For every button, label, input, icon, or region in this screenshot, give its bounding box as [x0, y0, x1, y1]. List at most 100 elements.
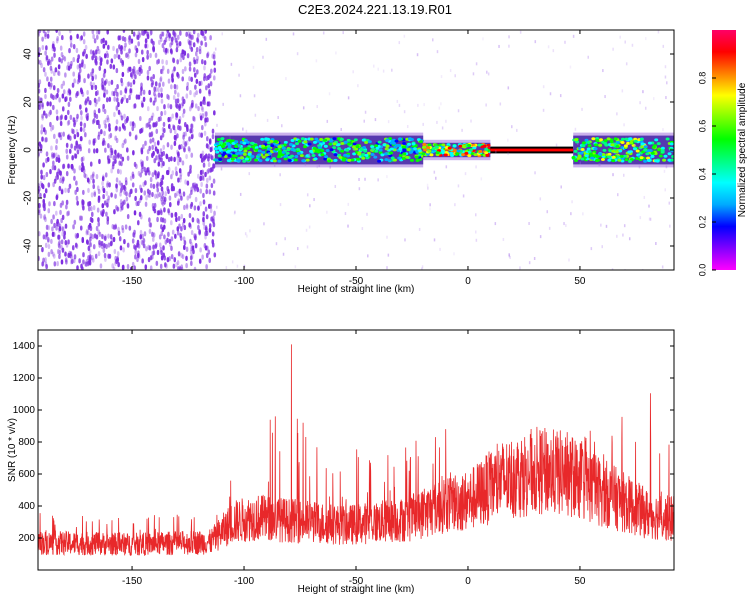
- spectrogram-cell: [159, 135, 163, 141]
- spectrogram-cell: [475, 238, 478, 242]
- spectrogram-cell: [165, 154, 169, 160]
- spectrogram-cell: [168, 202, 172, 208]
- spectrogram-cell: [402, 145, 407, 149]
- spectrogram-cell: [362, 146, 367, 150]
- spectrogram-cell: [631, 43, 634, 47]
- spectrogram-cell: [149, 183, 153, 189]
- spectrogram-cell: [421, 265, 424, 269]
- spectrogram-cell: [187, 146, 191, 152]
- spectrogram-cell: [140, 239, 144, 245]
- spectrogram-cell: [606, 137, 611, 141]
- spectrogram-cell: [665, 96, 667, 100]
- spectrogram-cell: [175, 262, 178, 268]
- spectrogram-cell: [115, 187, 119, 193]
- spectrogram-cell: [121, 35, 125, 42]
- spectrogram-cell: [60, 189, 64, 195]
- spectrogram-cell: [165, 263, 168, 269]
- spectrogram-cell: [41, 36, 44, 42]
- spectrogram-cell: [104, 53, 107, 59]
- spectrogram-cell: [198, 48, 202, 55]
- spectrogram-cell: [180, 266, 184, 270]
- spectrogram-cell: [539, 235, 542, 239]
- spectrogram-cell: [206, 177, 209, 183]
- spectrogram-cell: [190, 76, 193, 83]
- spectrogram-cell: [94, 58, 97, 64]
- spectrogram-cell: [105, 97, 109, 103]
- spectrogram-cell: [190, 123, 193, 129]
- spectrogram-cell: [421, 152, 426, 156]
- spectrogram-cell: [423, 103, 425, 107]
- spectrogram-cell: [579, 151, 584, 155]
- spectrogram-cell: [193, 187, 197, 193]
- spectrogram-cell: [214, 158, 219, 162]
- spectrogram-cell: [188, 76, 191, 82]
- spectrogram-cell: [91, 75, 94, 82]
- spectrogram-cell: [134, 187, 138, 194]
- spectrogram-cell: [461, 128, 463, 132]
- spectrogram-cell: [212, 190, 216, 196]
- spectrogram-cell: [39, 213, 43, 219]
- spectrogram-cell: [44, 242, 48, 248]
- spectrogram-cell: [124, 138, 127, 144]
- spectrogram-cell: [196, 69, 199, 75]
- spectrogram-cell: [577, 154, 582, 158]
- spectrogram-cell: [173, 32, 177, 38]
- spectrogram-cell: [174, 98, 178, 104]
- spectrogram-cell: [67, 239, 70, 245]
- spectrogram-cell: [361, 227, 364, 231]
- spectrogram-cell: [449, 69, 452, 73]
- spectrogram-cell: [646, 156, 651, 160]
- spectrogram-cell: [126, 264, 130, 270]
- spectrogram-cell: [170, 75, 174, 81]
- spectrogram-cell: [669, 224, 671, 228]
- spectrogram-cell: [119, 58, 123, 64]
- spectrogram-cell: [106, 182, 109, 188]
- spectrogram-cell: [41, 261, 44, 267]
- spectrogram-cell: [188, 106, 192, 112]
- spectrogram-cell: [534, 40, 537, 44]
- spectrogram-cell: [176, 59, 179, 65]
- spectrogram-cell: [71, 165, 74, 171]
- spectrogram-cell: [607, 152, 612, 156]
- spectrogram-cell: [206, 169, 209, 175]
- spectrogram-cell: [92, 205, 96, 211]
- spectrogram-cell: [142, 238, 146, 244]
- spectrogram-cell: [105, 243, 108, 250]
- spectrogram-cell: [153, 141, 157, 147]
- spectrogram-cell: [147, 257, 151, 263]
- spectrogram-cell: [664, 65, 667, 69]
- spectrogram-cell: [52, 85, 56, 91]
- spectrogram-cell: [131, 125, 135, 132]
- spectrogram-cell: [129, 90, 132, 96]
- spectrogram-cell: [312, 140, 317, 144]
- spectrogram-cell: [60, 188, 64, 194]
- spectrogram-cell: [141, 233, 144, 239]
- spectrogram-cell: [155, 260, 159, 266]
- spectrogram-cell: [350, 158, 355, 162]
- spectrogram-cell: [83, 122, 87, 128]
- spectrogram-cell: [73, 254, 77, 260]
- spectrogram-cell: [66, 120, 70, 126]
- spectrogram-cell: [148, 117, 152, 124]
- spectrogram-cell: [429, 203, 431, 207]
- spectrogram-cell: [304, 162, 307, 166]
- spectrogram-cell: [121, 71, 125, 78]
- spectrogram-cell: [50, 218, 53, 225]
- snr-y-tick-label: 200: [18, 533, 35, 544]
- spectrogram-x-label: Height of straight line (km): [298, 284, 415, 295]
- spectrogram-cell: [82, 31, 86, 37]
- spectrogram-cell: [261, 144, 266, 148]
- spectrogram-cell: [403, 34, 406, 38]
- spectrogram-cell: [407, 142, 412, 146]
- spectrogram-cell: [220, 153, 225, 157]
- snr-y-tick-label: 800: [18, 437, 35, 448]
- spectrogram-cell: [629, 141, 634, 145]
- spectrogram-cell: [168, 32, 171, 38]
- spectrogram-cell: [110, 168, 113, 174]
- spectrogram-cell: [133, 103, 137, 109]
- spectrogram-cell: [339, 139, 342, 143]
- spectrogram-cell: [215, 150, 220, 154]
- spectrogram-cell: [433, 238, 436, 242]
- spectrogram-cell: [116, 168, 120, 174]
